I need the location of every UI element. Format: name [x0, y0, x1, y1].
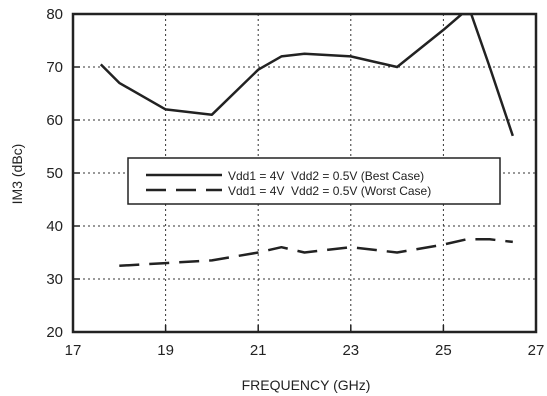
x-axis-label: FREQUENCY (GHz) — [242, 377, 371, 393]
y-tick-label: 60 — [46, 112, 63, 129]
y-tick-label: 30 — [46, 271, 63, 288]
series-line-worst-case — [119, 238, 513, 268]
axis-ticks: 17 19 21 23 25 27 20 30 40 50 60 70 80 — [46, 6, 544, 359]
x-tick-label: 25 — [435, 342, 452, 359]
y-tick-label: 70 — [46, 59, 63, 76]
x-tick-label: 21 — [250, 342, 267, 359]
y-axis-label: IM3 (dBc) — [9, 144, 25, 205]
legend-box — [127, 157, 501, 205]
y-tick-label: 80 — [46, 6, 63, 23]
y-tick-label: 40 — [46, 218, 63, 235]
x-tick-label: 27 — [528, 342, 545, 359]
series-line-best-case — [99, 14, 514, 137]
x-tick-label: 19 — [157, 342, 174, 359]
legend-label-worst-case: Vdd1 = 4V Vdd2 = 0.5V (Worst Case) — [228, 184, 431, 198]
y-tick-label: 20 — [46, 324, 63, 341]
x-tick-label: 17 — [65, 342, 82, 359]
legend-label-best-case: Vdd1 = 4V Vdd2 = 0.5V (Best Case) — [228, 169, 424, 183]
legend: Vdd1 = 4V Vdd2 = 0.5V (Best Case) Vdd1 =… — [127, 157, 501, 205]
y-tick-label: 50 — [46, 165, 63, 182]
series-lines — [99, 14, 514, 268]
x-tick-label: 23 — [342, 342, 359, 359]
